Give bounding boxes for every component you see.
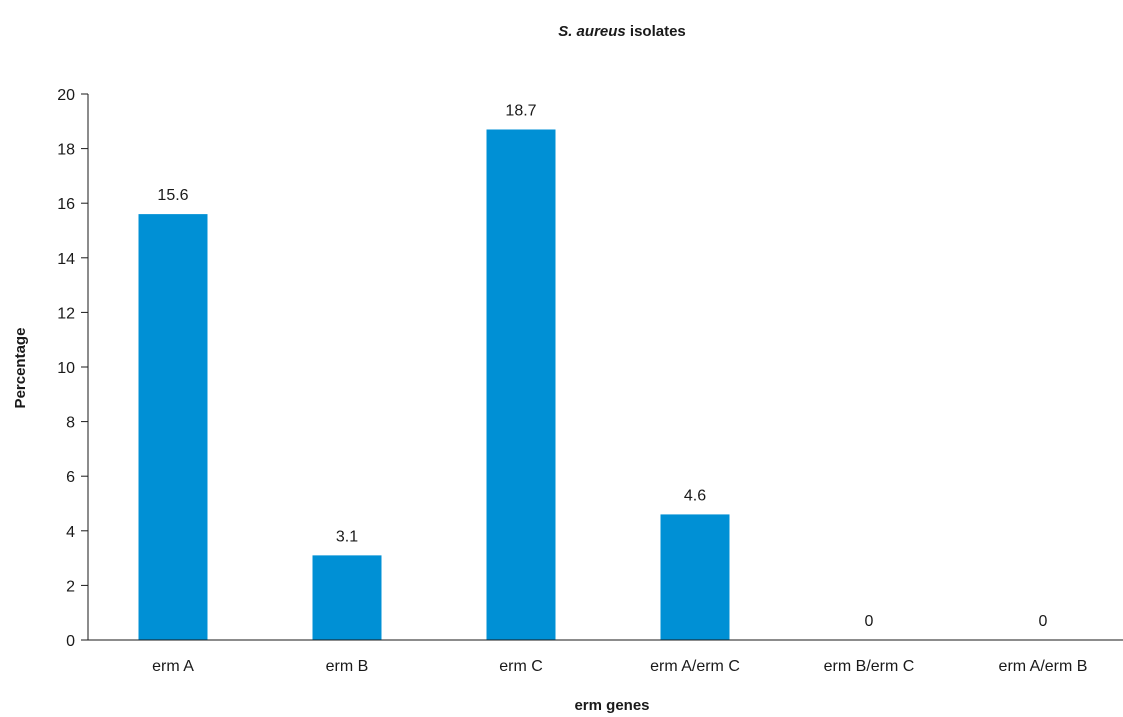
bar-value-label: 4.6 bbox=[684, 487, 706, 504]
y-tick-label: 2 bbox=[66, 578, 75, 595]
bar bbox=[660, 514, 730, 640]
x-axis-labels: erm A erm B erm C erm A/erm C erm B/erm C erm… bbox=[152, 658, 1087, 675]
bar bbox=[138, 214, 208, 640]
bar-value-label: 18.7 bbox=[505, 102, 536, 119]
x-axis-title: erm genes bbox=[574, 697, 649, 714]
y-axis-title: Percentage bbox=[12, 328, 29, 409]
chart-title: S. aureus isolates bbox=[558, 23, 686, 40]
x-tick-label: erm B/erm C bbox=[824, 658, 915, 675]
x-tick-label: erm C bbox=[499, 658, 543, 675]
bar-value-label: 0 bbox=[1039, 613, 1048, 630]
y-tick-label: 8 bbox=[66, 415, 75, 432]
bar-value-label: 3.1 bbox=[336, 528, 358, 545]
y-tick-label: 4 bbox=[66, 524, 75, 541]
bar bbox=[312, 555, 382, 640]
y-tick-label: 10 bbox=[57, 360, 75, 377]
y-tick-label: 16 bbox=[57, 196, 75, 213]
chart-title-rest: isolates bbox=[626, 23, 686, 40]
x-tick-label: erm A/erm C bbox=[650, 658, 740, 675]
y-tick-label: 0 bbox=[66, 633, 75, 650]
y-tick-label: 12 bbox=[57, 305, 75, 322]
x-tick-label: erm A bbox=[152, 658, 194, 675]
x-tick-label: erm A/erm B bbox=[999, 658, 1088, 675]
y-tick-label: 18 bbox=[57, 142, 75, 159]
y-tick-label: 20 bbox=[57, 87, 75, 104]
bars-group: 15.6 3.1 18.7 4.6 0 0 bbox=[138, 102, 1048, 641]
bar bbox=[486, 129, 556, 641]
y-tick-label: 6 bbox=[66, 469, 75, 486]
x-tick-label: erm B bbox=[326, 658, 369, 675]
bar-value-label: 15.6 bbox=[157, 187, 188, 204]
chart-title-italic: S. aureus bbox=[558, 23, 626, 40]
y-axis-ticks: 0 2 4 6 8 10 12 14 16 18 20 bbox=[57, 87, 88, 650]
y-tick-label: 14 bbox=[57, 251, 75, 268]
bar-value-label: 0 bbox=[865, 613, 874, 630]
